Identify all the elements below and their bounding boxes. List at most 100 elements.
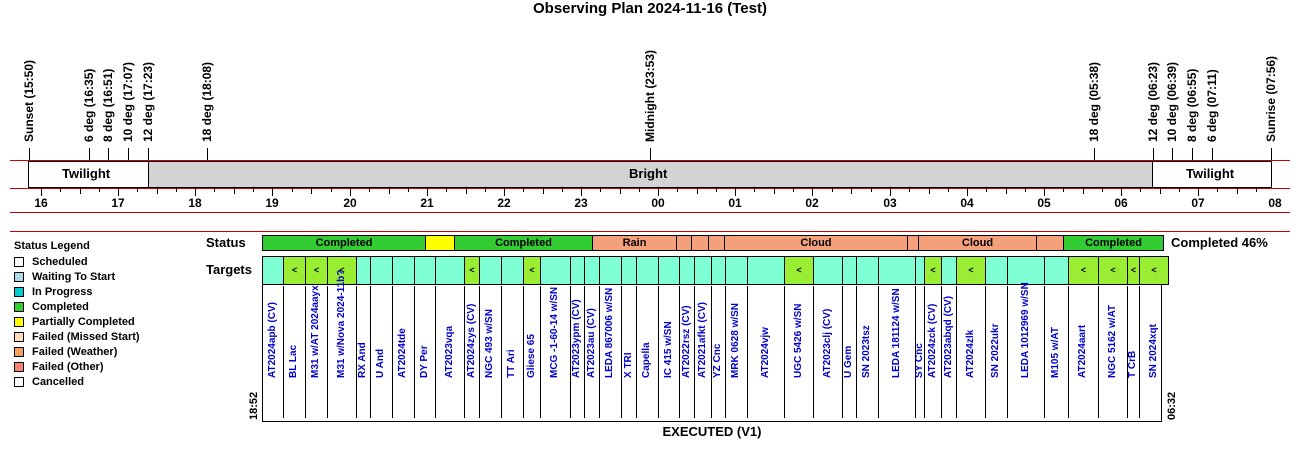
target-segment [941, 256, 957, 285]
target-name: M105 w/AT [1050, 327, 1061, 378]
target-name: LEDA 1012969 w/SN [1019, 282, 1031, 378]
hour-label: 03 [883, 196, 897, 210]
hour-minor-tick [1102, 188, 1103, 192]
hour-minor-tick [1160, 188, 1161, 194]
hour-minor-tick [369, 188, 370, 192]
status-row-label: Status [206, 235, 246, 250]
target-segment [501, 256, 524, 285]
legend-item: In Progress [14, 286, 93, 298]
footer-label: EXECUTED (V1) [662, 424, 762, 439]
event-tick [29, 148, 30, 160]
target-divider [501, 286, 502, 418]
legend-swatch [14, 362, 24, 373]
hour-label: 17 [111, 196, 125, 210]
hour-major-tick [812, 188, 813, 196]
legend-label: Scheduled [32, 256, 88, 268]
hour-label: 00 [651, 196, 665, 210]
status-summary: Completed 46% [1171, 235, 1268, 250]
event-tick [89, 148, 90, 160]
hour-minor-tick [639, 188, 640, 192]
target-divider [1007, 286, 1008, 418]
target-name: U And [375, 348, 386, 378]
hour-minor-tick [234, 188, 235, 194]
hour-major-tick [967, 188, 968, 196]
status-segment: Completed [454, 235, 593, 251]
status-segment [1036, 235, 1064, 251]
hour-label: 23 [574, 196, 588, 210]
target-segment [584, 256, 600, 285]
target-segment [370, 256, 393, 285]
hour-major-tick [41, 188, 42, 196]
target-segment [679, 256, 695, 285]
target-name: NGC 5162 w/AT [1106, 304, 1118, 378]
hour-major-tick [1121, 188, 1122, 196]
hour-minor-tick [466, 188, 467, 194]
hour-minor-tick [697, 188, 698, 194]
target-divider [711, 286, 712, 418]
hour-minor-tick [620, 188, 621, 194]
hour-major-tick [581, 188, 582, 196]
event-label: 12 deg (06:23) [1146, 61, 1160, 142]
target-divider [435, 286, 436, 418]
target-name: M31 w/AT 2024aayx [310, 285, 321, 378]
hour-minor-tick [408, 188, 409, 192]
target-divider [584, 286, 585, 418]
status-segment: Rain [592, 235, 677, 251]
target-divider [878, 286, 879, 418]
target-divider [1127, 286, 1128, 418]
legend-item: Cancelled [14, 376, 84, 388]
hour-minor-tick [986, 188, 987, 192]
legend-item: Partially Completed [14, 316, 135, 328]
event-label: Sunrise (07:56) [1264, 55, 1278, 142]
target-divider [985, 286, 986, 418]
hour-minor-tick [1063, 188, 1064, 192]
target-divider [479, 286, 480, 418]
target-divider [924, 286, 925, 418]
event-label: 10 deg (06:39) [1165, 61, 1179, 142]
target-divider [813, 286, 814, 418]
target-segment: < [523, 256, 541, 285]
event-tick [650, 148, 651, 160]
hour-label: 20 [343, 196, 357, 210]
hour-minor-tick [523, 188, 524, 192]
target-name: AT2021afkt (CV) [696, 302, 708, 378]
hour-minor-tick [1217, 188, 1218, 192]
target-segment: < [784, 256, 814, 285]
target-segment [725, 256, 748, 285]
legend-item: Failed (Other) [14, 361, 104, 373]
target-divider [570, 286, 571, 418]
event-tick [1212, 148, 1213, 160]
hour-label: 05 [1037, 196, 1051, 210]
status-segment: Cloud [918, 235, 1037, 251]
hour-minor-tick [80, 188, 81, 194]
status-segment [676, 235, 692, 251]
target-segment [1007, 256, 1045, 285]
event-label: 18 deg (18:08) [200, 61, 214, 142]
hour-minor-tick [99, 188, 100, 192]
target-segment [435, 256, 465, 285]
target-divider [658, 286, 659, 418]
hour-label: 16 [34, 196, 48, 210]
hour-label: 07 [1191, 196, 1205, 210]
target-segment [356, 256, 371, 285]
target-segment [694, 256, 712, 285]
hour-label: 22 [497, 196, 511, 210]
event-label: 18 deg (05:38) [1087, 61, 1101, 142]
target-segment: < [1098, 256, 1128, 285]
target-segment: < [1068, 256, 1099, 285]
target-name: T CrB [1127, 350, 1138, 378]
target-segment: < [956, 256, 986, 285]
target-name: RX And [357, 342, 368, 378]
hour-minor-tick [157, 188, 158, 194]
hour-minor-tick [793, 188, 794, 192]
hour-minor-tick [562, 188, 563, 192]
target-name: LEDA 181124 w/SN [890, 288, 902, 378]
target-name: AT2023abqd (CV) [942, 295, 954, 378]
hour-major-tick [195, 188, 196, 196]
target-name: AT2023clj (CV) [821, 308, 833, 378]
event-tick [128, 148, 129, 160]
target-divider [327, 286, 328, 418]
legend-label: Failed (Missed Start) [32, 331, 140, 343]
event-label: 10 deg (17:07) [121, 61, 135, 142]
target-name: TT Ari [506, 349, 517, 378]
